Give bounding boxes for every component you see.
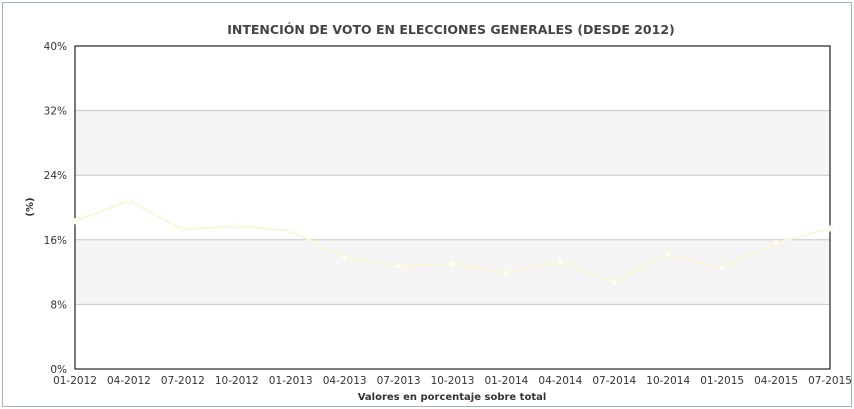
plot-band bbox=[75, 304, 830, 369]
y-tick-label: 0% bbox=[50, 364, 67, 376]
y-axis-ticks: 0% 8% 16% 24% 32% 40% bbox=[44, 41, 67, 376]
data-point bbox=[341, 254, 348, 261]
x-tick-label: 07-2015 bbox=[808, 375, 852, 387]
plot-band bbox=[75, 46, 830, 111]
x-tick-label: 10-2014 bbox=[646, 375, 690, 387]
data-point bbox=[287, 227, 294, 235]
gridlines bbox=[75, 110, 830, 305]
data-point bbox=[449, 260, 456, 268]
plot-bands bbox=[75, 46, 830, 369]
data-point bbox=[125, 197, 133, 205]
x-axis-ticks: 01-2012 04-2012 07-2012 10-2012 01-2013 04-20… bbox=[53, 375, 852, 387]
data-point bbox=[179, 226, 186, 233]
x-tick-label: 01-2014 bbox=[484, 375, 528, 387]
x-tick-label: 04-2015 bbox=[754, 375, 798, 387]
plot-band bbox=[75, 239, 830, 305]
x-tick-label: 01-2015 bbox=[700, 375, 744, 387]
plot-border bbox=[74, 45, 831, 370]
y-tick-label: 40% bbox=[44, 41, 67, 53]
data-point bbox=[611, 279, 618, 286]
data-point bbox=[233, 222, 240, 230]
y-tick-label: 8% bbox=[50, 299, 67, 311]
data-point bbox=[557, 258, 564, 265]
x-tick-label: 04-2012 bbox=[107, 375, 151, 387]
y-tick-label: 16% bbox=[44, 235, 67, 247]
y-axis-label: (%) bbox=[25, 197, 36, 216]
data-point bbox=[71, 218, 79, 225]
data-point bbox=[826, 225, 834, 232]
x-tick-label: 04-2014 bbox=[538, 375, 582, 387]
data-point bbox=[719, 264, 726, 272]
y-tick-label: 32% bbox=[44, 106, 67, 118]
x-tick-label: 07-2012 bbox=[161, 375, 205, 387]
chart-title: INTENCIÓN DE VOTO EN ELECCIONES GENERALE… bbox=[227, 22, 675, 37]
x-tick-label: 01-2013 bbox=[269, 375, 313, 387]
x-tick-label: 07-2013 bbox=[377, 375, 421, 387]
x-tick-label: 04-2013 bbox=[323, 375, 367, 387]
x-tick-label: 10-2012 bbox=[215, 375, 259, 387]
plot-band bbox=[75, 110, 830, 176]
data-point bbox=[665, 251, 672, 258]
data-point bbox=[395, 263, 402, 270]
x-tick-label: 10-2013 bbox=[431, 375, 475, 387]
x-tick-label: 01-2012 bbox=[53, 375, 97, 387]
data-point bbox=[772, 239, 780, 247]
data-point bbox=[503, 269, 510, 277]
x-tick-label: 07-2014 bbox=[592, 375, 636, 387]
y-tick-label: 24% bbox=[44, 170, 67, 182]
plot-band bbox=[75, 175, 830, 240]
series-layer bbox=[71, 197, 834, 286]
x-axis-label: Valores en porcentaje sobre total bbox=[358, 392, 547, 403]
